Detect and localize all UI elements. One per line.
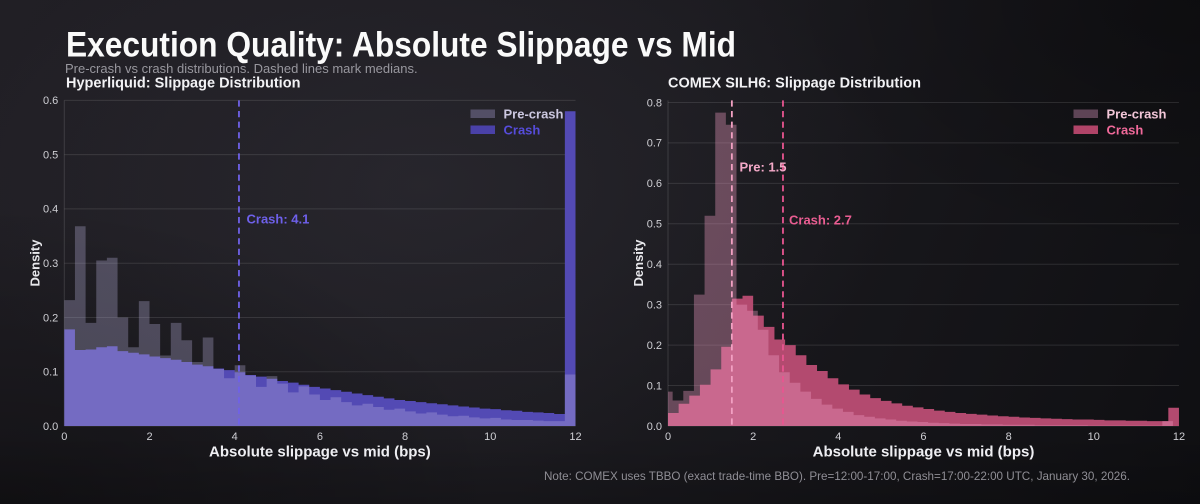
svg-text:0.0: 0.0	[647, 421, 662, 433]
svg-text:0.2: 0.2	[647, 340, 662, 352]
svg-text:Pre-crash: Pre-crash	[1107, 107, 1167, 122]
svg-text:12: 12	[569, 431, 581, 443]
svg-text:Crash: Crash	[504, 123, 541, 138]
svg-text:0: 0	[61, 431, 67, 443]
svg-text:0.5: 0.5	[43, 149, 58, 161]
svg-text:Note: COMEX uses TBBO (exact t: Note: COMEX uses TBBO (exact trade-time …	[544, 469, 1130, 483]
svg-text:Hyperliquid: Slippage Distribu: Hyperliquid: Slippage Distribution	[66, 76, 300, 92]
svg-text:Crash: 2.7: Crash: 2.7	[789, 213, 852, 228]
svg-text:0.3: 0.3	[647, 299, 662, 311]
svg-text:Execution Quality: Absolute Sl: Execution Quality: Absolute Slippage vs …	[66, 25, 736, 65]
svg-text:Crash: 4.1: Crash: 4.1	[247, 212, 310, 227]
svg-text:Absolute slippage vs mid (bps): Absolute slippage vs mid (bps)	[209, 444, 431, 461]
svg-text:0: 0	[665, 431, 671, 443]
svg-text:Pre: 1.5: Pre: 1.5	[740, 160, 787, 175]
svg-text:COMEX SILH6: Slippage Distribu: COMEX SILH6: Slippage Distribution	[668, 76, 921, 92]
svg-text:0.6: 0.6	[43, 95, 58, 107]
svg-text:8: 8	[402, 431, 408, 443]
svg-text:0.1: 0.1	[647, 380, 662, 392]
svg-text:Pre-crash: Pre-crash	[504, 107, 564, 122]
svg-text:2: 2	[146, 431, 152, 443]
svg-text:0.8: 0.8	[647, 97, 662, 109]
svg-text:0.5: 0.5	[647, 219, 662, 231]
svg-text:Density: Density	[27, 239, 42, 287]
svg-text:0.4: 0.4	[647, 259, 662, 271]
svg-text:0.1: 0.1	[43, 367, 58, 379]
svg-text:6: 6	[920, 431, 926, 443]
svg-text:8: 8	[1006, 431, 1012, 443]
svg-text:0.4: 0.4	[43, 204, 58, 216]
svg-text:0.2: 0.2	[43, 312, 58, 324]
svg-text:6: 6	[317, 431, 323, 443]
svg-text:Density: Density	[631, 239, 646, 287]
svg-text:4: 4	[835, 431, 841, 443]
svg-text:2: 2	[750, 431, 756, 443]
svg-text:Pre-crash vs crash distributio: Pre-crash vs crash distributions. Dashed…	[65, 61, 418, 76]
svg-text:0.7: 0.7	[647, 138, 662, 150]
svg-text:Absolute slippage vs mid (bps): Absolute slippage vs mid (bps)	[813, 444, 1035, 461]
svg-text:10: 10	[484, 431, 496, 443]
svg-text:0.3: 0.3	[43, 258, 58, 270]
svg-text:12: 12	[1173, 431, 1185, 443]
svg-text:0.6: 0.6	[647, 178, 662, 190]
svg-text:10: 10	[1088, 431, 1100, 443]
svg-text:4: 4	[232, 431, 238, 443]
svg-text:Crash: Crash	[1107, 123, 1144, 138]
svg-text:0.0: 0.0	[43, 421, 58, 433]
